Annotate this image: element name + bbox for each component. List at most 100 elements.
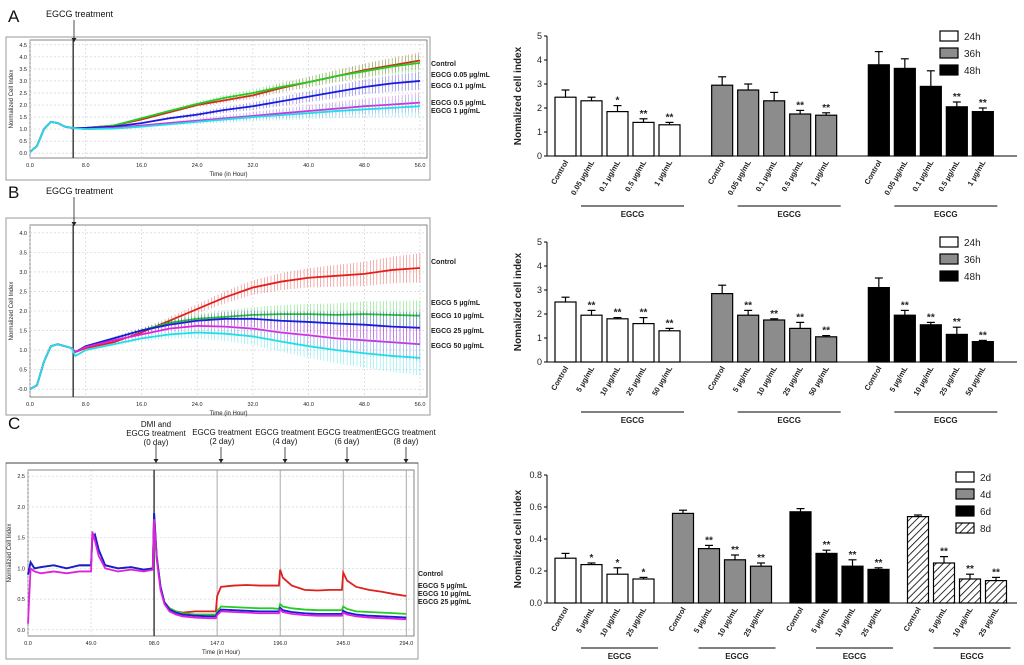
c-note-3: EGCG treatment (6 day) — [311, 428, 383, 446]
category-label: 5 µg/mL — [692, 605, 714, 635]
legend-label: 2d — [980, 473, 991, 484]
y-axis-label: Normalized Cell Index — [9, 282, 15, 341]
bar — [919, 324, 942, 363]
y-tick-label: -0.0 — [18, 387, 27, 393]
category-label: 0.5 µg/mL — [780, 158, 805, 193]
legend-swatch — [939, 64, 959, 76]
y-tick-label: 5 — [537, 237, 542, 247]
legend-label: 24h — [964, 238, 981, 249]
c-note-text: EGCG treatment (8 day) — [376, 428, 436, 446]
c-note-text: EGCG treatment (4 day) — [255, 428, 315, 446]
bar — [763, 100, 786, 157]
x-tick-label: 0.0 — [26, 402, 34, 408]
category-label: 1 µg/mL — [966, 158, 988, 188]
bar — [789, 511, 812, 604]
egcg-group-label: EGCG — [777, 210, 801, 219]
category-label: Control — [902, 606, 923, 634]
bar — [867, 568, 890, 604]
treatment-arrow-c0-head — [153, 459, 159, 463]
y-tick-label: 3.0 — [19, 79, 27, 85]
significance-mark: ** — [966, 564, 974, 575]
x-tick-label: 49.0 — [86, 641, 97, 647]
legend-label: 6d — [980, 507, 991, 518]
category-label: 1 µg/mL — [652, 158, 674, 188]
egcg-group-label: EGCG — [934, 210, 958, 219]
category-label: 50 µg/mL — [650, 364, 674, 397]
legend-label: EGCG 25 µg/mL — [418, 599, 472, 606]
category-label: 0.5 µg/mL — [936, 158, 961, 193]
x-tick-label: 56.0 — [415, 402, 426, 408]
c-note-2: EGCG treatment (4 day) — [249, 428, 321, 446]
significance-mark: ** — [588, 300, 596, 311]
category-label: 25 µg/mL — [781, 364, 805, 397]
egcg-group-label: EGCG — [725, 652, 749, 661]
treatment-arrow-c3-head — [344, 459, 350, 463]
significance-mark: ** — [953, 317, 961, 328]
x-tick-label: 56.0 — [415, 163, 426, 169]
legend-label: EGCG 50 µg/mL — [431, 343, 485, 350]
legend-swatch — [939, 236, 959, 248]
series-line — [27, 519, 407, 624]
bar — [658, 124, 681, 157]
legend-label: 24h — [964, 32, 981, 43]
significance-mark: ** — [822, 326, 830, 337]
egcg-group-label: EGCG — [934, 416, 958, 425]
significance-mark: ** — [796, 312, 804, 323]
category-label: 50 µg/mL — [807, 364, 831, 397]
bar — [971, 341, 994, 363]
x-tick-label: 147.0 — [210, 641, 224, 647]
x-tick-label: 245.0 — [336, 641, 350, 647]
x-tick-label: 8.0 — [82, 402, 90, 408]
y-tick-label: 2 — [537, 103, 542, 113]
significance-mark: ** — [849, 550, 857, 561]
y-tick-label: 4.5 — [19, 43, 27, 49]
significance-mark: ** — [901, 300, 909, 311]
bar — [554, 96, 577, 157]
significance-mark: * — [616, 558, 620, 569]
bar — [737, 314, 760, 363]
category-label: 0.05 µg/mL — [726, 158, 753, 197]
significance-mark: * — [616, 96, 620, 107]
significance-mark: ** — [979, 330, 987, 341]
bar — [711, 84, 734, 157]
y-tick-label: 4 — [537, 261, 542, 271]
legend-label: 48h — [964, 66, 981, 77]
category-label: 5 µg/mL — [574, 605, 596, 635]
c-note-1: EGCG treatment (2 day) — [186, 428, 258, 446]
dmi-treatment-label: DMI and EGCG treatment (0 day) — [118, 420, 194, 447]
category-label: Control — [862, 159, 883, 187]
bar — [606, 318, 629, 363]
y-tick-label: 1.0 — [19, 127, 27, 133]
c-note-text: EGCG treatment (2 day) — [192, 428, 252, 446]
significance-mark: ** — [822, 103, 830, 114]
x-tick-label: 16.0 — [136, 163, 147, 169]
x-tick-label: 24.0 — [192, 402, 203, 408]
category-label: 10 µg/mL — [598, 605, 622, 638]
legend-label: EGCG 10 µg/mL — [418, 591, 472, 598]
category-label: Control — [549, 365, 570, 393]
legend-swatch — [939, 30, 959, 42]
category-label: 1 µg/mL — [809, 158, 831, 188]
category-label: 0.05 µg/mL — [882, 158, 909, 197]
panel-label-a: A — [8, 7, 20, 26]
significance-mark: ** — [770, 309, 778, 320]
legend-label: EGCG 10 µg/mL — [431, 313, 485, 320]
category-label: 5 µg/mL — [927, 605, 949, 635]
legend-label: EGCG 5 µg/mL — [431, 300, 481, 307]
bar — [632, 578, 655, 604]
egcg-group-label: EGCG — [777, 416, 801, 425]
bar — [932, 562, 956, 604]
x-tick-label: 0.0 — [26, 163, 34, 169]
y-axis-label: Nomalized cell index — [513, 46, 524, 145]
significance-mark: ** — [744, 300, 752, 311]
bar-plot-B_bar: 0 1 2 3 4 5 Nomalized cell index Control ** 5 µg/… — [513, 236, 1017, 425]
c-note-text: EGCG treatment (6 day) — [317, 428, 377, 446]
category-label: 10 µg/mL — [911, 364, 935, 397]
y-axis-label: Normalized Cell Index — [7, 524, 13, 583]
category-label: Control — [667, 606, 688, 634]
bar — [815, 114, 838, 157]
bar — [723, 559, 747, 604]
y-tick-label: 2 — [537, 309, 542, 319]
bar — [554, 557, 577, 604]
significance-mark: ** — [614, 308, 622, 319]
